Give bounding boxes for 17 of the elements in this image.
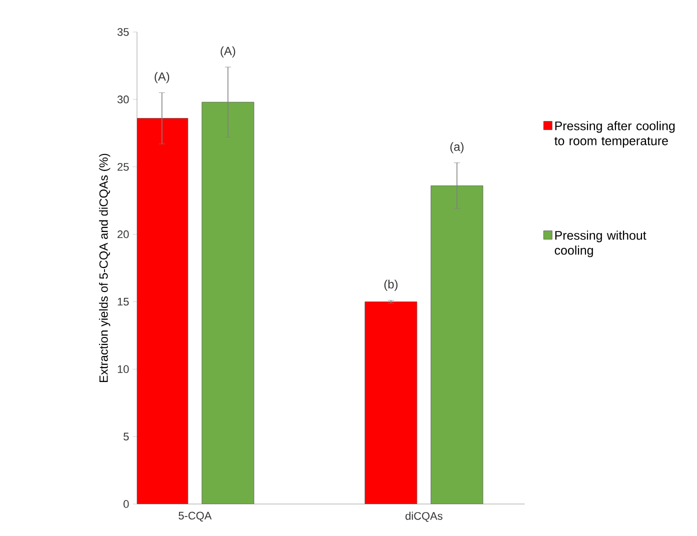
y-tick-label: 30 [117, 96, 129, 104]
y-axis-title: Extraction yields of 5-CQA and diCQAs (%) [99, 154, 110, 382]
y-tick-label: 25 [118, 162, 129, 171]
legend-label: Pressing after cooling to room temperature [554, 121, 675, 148]
x-tick-label: 5-CQA [178, 512, 212, 522]
annotation: (A) [220, 46, 236, 58]
annotation: (A) [154, 72, 170, 84]
annotation: (a) [450, 142, 464, 154]
y-tick-label: 5 [124, 432, 129, 440]
y-tick-label: 0 [124, 500, 129, 508]
y-tick-label: 20 [118, 230, 129, 238]
legend-label: Pressing without cooling [554, 230, 646, 258]
x-tick-label: diCQAs [406, 512, 442, 522]
y-tick-label: 35 [117, 28, 129, 36]
annotation: (b) [384, 280, 398, 291]
y-tick-label: 15 [118, 298, 129, 306]
y-tick-label: 10 [118, 365, 129, 374]
